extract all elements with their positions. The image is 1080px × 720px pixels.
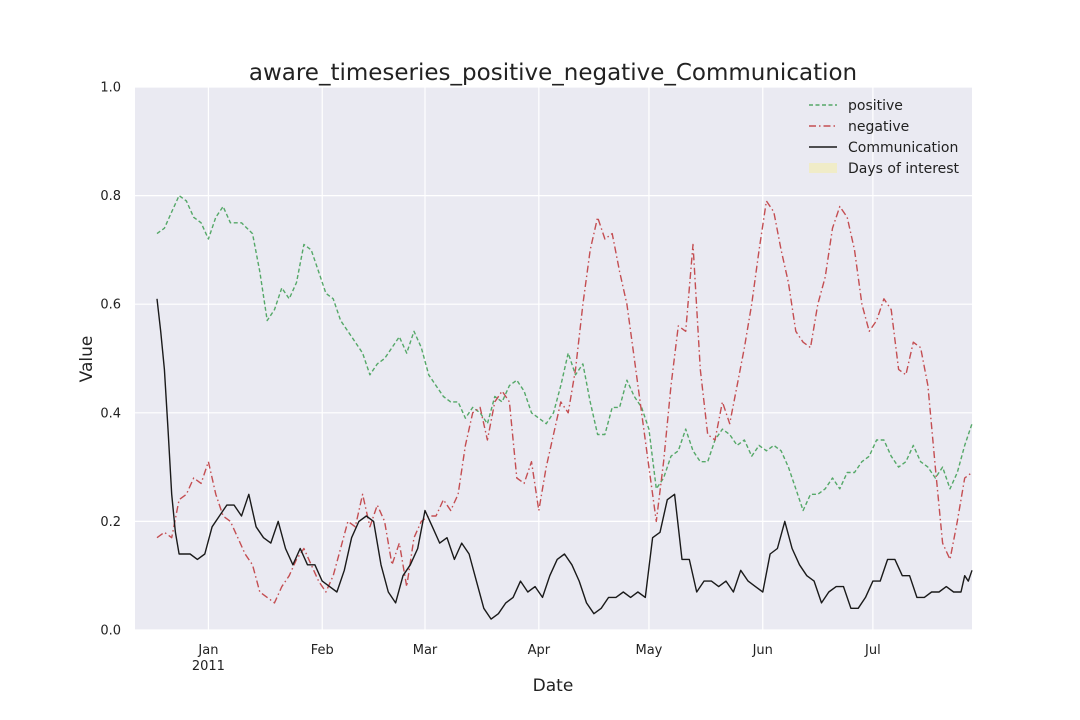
y-tick-label: 0.2 — [100, 515, 121, 530]
x-tick-label: Feb — [311, 643, 334, 658]
series-group — [156, 194, 973, 620]
legend-label: negative — [848, 119, 909, 135]
y-tick-label: 1.0 — [100, 81, 121, 96]
legend-swatch — [809, 163, 837, 173]
x-tick-sublabel: 2011 — [192, 659, 225, 674]
legend-label: positive — [848, 98, 903, 114]
y-axis-label: Value — [77, 336, 97, 383]
y-tick-label: 0.6 — [100, 298, 121, 313]
x-tick-label: Jul — [864, 643, 881, 658]
series-line-communication — [156, 298, 973, 620]
chart-title: aware_timeseries_positive_negative_Commu… — [249, 60, 857, 86]
x-tick-label: Jan — [197, 643, 218, 658]
series-line-negative — [156, 200, 973, 604]
y-tick-label: 0.4 — [100, 406, 121, 421]
x-tick-label: May — [636, 643, 663, 658]
legend-label: Communication — [848, 140, 958, 156]
y-tick-label: 0.0 — [100, 624, 121, 639]
x-tick-label: Apr — [528, 643, 551, 658]
x-tick-label: Mar — [413, 643, 438, 658]
plot-area — [135, 87, 972, 630]
x-tick-label: Jun — [752, 643, 773, 658]
x-axis-label: Date — [533, 676, 574, 696]
legend-label: Days of interest — [848, 161, 960, 177]
y-tick-label: 0.8 — [100, 189, 121, 204]
legend: positive negative Communication Days of int… — [809, 98, 960, 177]
series-line-positive — [156, 194, 973, 512]
grid — [135, 86, 972, 631]
